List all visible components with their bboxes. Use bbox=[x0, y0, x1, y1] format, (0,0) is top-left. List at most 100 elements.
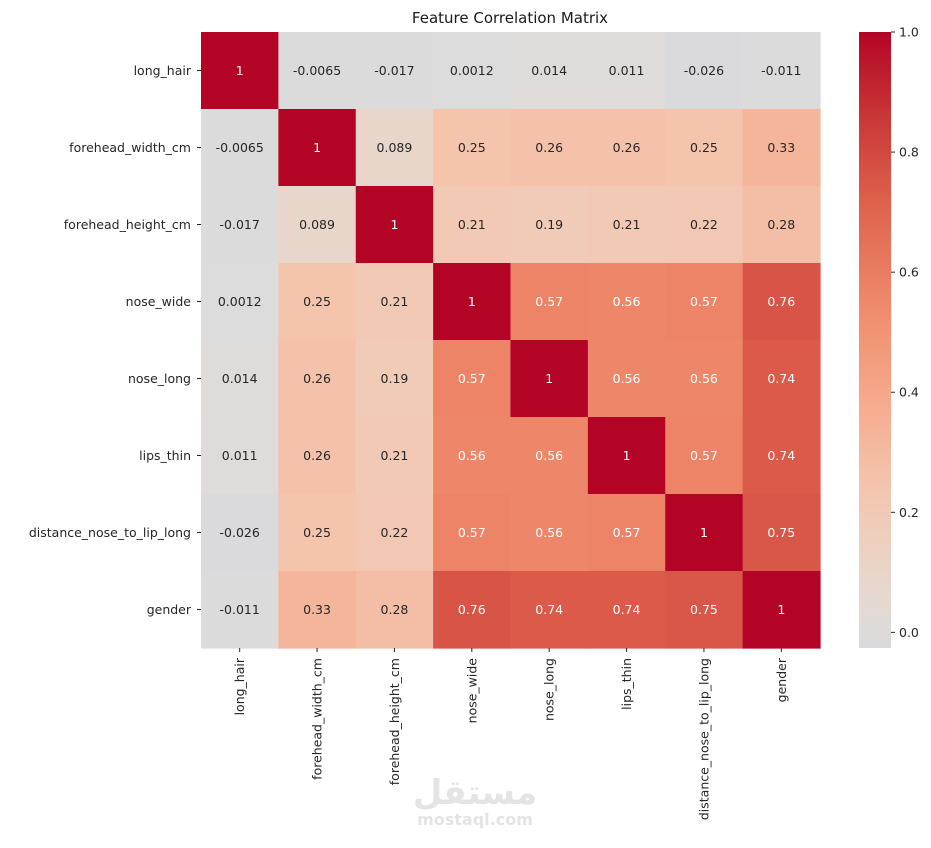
cell-value-label: -0.017 bbox=[220, 217, 260, 232]
cell-value-label: 0.21 bbox=[458, 217, 486, 232]
heatmap-cell bbox=[433, 32, 512, 110]
cell-value-label: 0.56 bbox=[690, 371, 718, 386]
heatmap-cell bbox=[355, 417, 434, 495]
cell-value-label: 0.74 bbox=[767, 448, 795, 463]
heatmap-cell bbox=[510, 340, 589, 418]
heatmap-cell bbox=[587, 109, 666, 187]
cell-value-label: 0.22 bbox=[690, 217, 718, 232]
cell-value-label: 0.014 bbox=[222, 371, 258, 386]
cell-value-label: 0.74 bbox=[535, 602, 563, 617]
heatmap-cell bbox=[587, 263, 666, 341]
cell-value-label: 0.21 bbox=[381, 294, 409, 309]
cell-value-label: 0.19 bbox=[381, 371, 409, 386]
heatmap-cell bbox=[278, 571, 357, 649]
heatmap-cell bbox=[201, 417, 279, 495]
cell-value-label: 0.26 bbox=[303, 448, 331, 463]
cell-value-label: 0.33 bbox=[767, 140, 795, 155]
cell-value-label: 1 bbox=[700, 525, 708, 540]
cell-value-label: 0.26 bbox=[303, 371, 331, 386]
cell-value-label: 0.76 bbox=[458, 602, 486, 617]
cell-value-label: 0.56 bbox=[535, 525, 563, 540]
cell-value-label: 0.57 bbox=[535, 294, 563, 309]
cell-value-label: 1 bbox=[545, 371, 553, 386]
heatmap-cell bbox=[278, 32, 357, 110]
heatmap-cell bbox=[510, 263, 589, 341]
heatmap-cell bbox=[510, 109, 589, 187]
cell-value-label: 0.75 bbox=[767, 525, 795, 540]
heatmap-cell bbox=[433, 263, 512, 341]
cell-value-label: 0.011 bbox=[222, 448, 258, 463]
heatmap-cell bbox=[433, 494, 512, 572]
heatmap-cell bbox=[201, 263, 279, 341]
cell-value-label: 1 bbox=[390, 217, 398, 232]
cell-value-label: 0.0012 bbox=[450, 63, 494, 78]
row-tick-label: distance_nose_to_lip_long bbox=[29, 525, 191, 540]
heatmap-cell bbox=[510, 494, 589, 572]
cell-value-label: 1 bbox=[623, 448, 631, 463]
colorbar-gradient bbox=[859, 32, 891, 648]
cell-value-label: 0.33 bbox=[303, 602, 331, 617]
cell-value-label: -0.011 bbox=[761, 63, 801, 78]
cell-value-label: 0.56 bbox=[458, 448, 486, 463]
cell-value-label: 0.19 bbox=[535, 217, 563, 232]
column-tick-label: long_hair bbox=[232, 657, 247, 715]
cell-value-label: 0.74 bbox=[613, 602, 641, 617]
heatmap-cell bbox=[742, 571, 821, 649]
heatmap-cell bbox=[278, 417, 357, 495]
heatmap-cell bbox=[355, 32, 434, 110]
colorbar-tick-label: 0.8 bbox=[899, 145, 919, 160]
cell-value-label: 0.28 bbox=[381, 602, 409, 617]
column-tick-label: nose_wide bbox=[464, 658, 479, 724]
row-tick-label: forehead_height_cm bbox=[64, 217, 191, 232]
cell-value-label: 0.57 bbox=[613, 525, 641, 540]
cell-value-label: 0.089 bbox=[299, 217, 335, 232]
chart-title: Feature Correlation Matrix bbox=[412, 9, 608, 27]
column-tick-label: distance_nose_to_lip_long bbox=[696, 658, 711, 820]
cell-value-label: 0.25 bbox=[303, 294, 331, 309]
column-tick-label: forehead_height_cm bbox=[387, 658, 402, 785]
cell-value-label: 0.22 bbox=[381, 525, 409, 540]
heatmap-cell bbox=[665, 32, 744, 110]
heatmap-cell bbox=[587, 32, 666, 110]
heatmap-cell bbox=[278, 340, 357, 418]
heatmap-cell bbox=[355, 494, 434, 572]
colorbar-tick-label: 0.2 bbox=[899, 505, 919, 520]
cell-value-label: 0.57 bbox=[690, 294, 718, 309]
cell-value-label: 0.26 bbox=[613, 140, 641, 155]
row-tick-label: forehead_width_cm bbox=[69, 140, 191, 155]
heatmap-cell bbox=[201, 109, 279, 187]
column-axis: long_hair forehead_width_cm forehead_heigh… bbox=[232, 648, 789, 820]
cell-value-label: 0.57 bbox=[690, 448, 718, 463]
cell-value-label: -0.026 bbox=[684, 63, 724, 78]
heatmap-cell bbox=[587, 494, 666, 572]
colorbar-tick-label: 0.6 bbox=[899, 265, 919, 280]
row-axis: long_hair forehead_width_cm forehead_heigh… bbox=[29, 63, 201, 617]
heatmap-cell bbox=[665, 340, 744, 418]
cell-value-label: 0.25 bbox=[303, 525, 331, 540]
heatmap-cell bbox=[201, 186, 279, 264]
heatmap-cell bbox=[433, 571, 512, 649]
heatmap-cell bbox=[665, 186, 744, 264]
heatmap-cell-labels: 1 -0.0065 -0.017 0.0012 0.014 0.011 -0.026 -0.0… bbox=[216, 63, 802, 617]
cell-value-label: 0.57 bbox=[458, 371, 486, 386]
cell-value-label: 0.26 bbox=[535, 140, 563, 155]
heatmap-cell bbox=[742, 494, 821, 572]
cell-value-label: 0.56 bbox=[613, 294, 641, 309]
heatmap-cell bbox=[278, 263, 357, 341]
heatmap-cell bbox=[433, 417, 512, 495]
heatmap-cell bbox=[742, 109, 821, 187]
heatmap-cell bbox=[587, 571, 666, 649]
heatmap-cell bbox=[742, 263, 821, 341]
heatmap-cell bbox=[665, 494, 744, 572]
heatmap-cells bbox=[201, 32, 821, 649]
heatmap-cell bbox=[201, 340, 279, 418]
heatmap-cell bbox=[665, 571, 744, 649]
cell-value-label: -0.026 bbox=[220, 525, 260, 540]
column-tick-label: forehead_width_cm bbox=[310, 658, 325, 780]
colorbar-tick-label: 0.4 bbox=[899, 385, 919, 400]
heatmap-cell bbox=[665, 263, 744, 341]
heatmap-cell bbox=[742, 417, 821, 495]
heatmap-cell bbox=[742, 186, 821, 264]
heatmap-cell bbox=[201, 32, 279, 110]
heatmap-cell bbox=[355, 340, 434, 418]
